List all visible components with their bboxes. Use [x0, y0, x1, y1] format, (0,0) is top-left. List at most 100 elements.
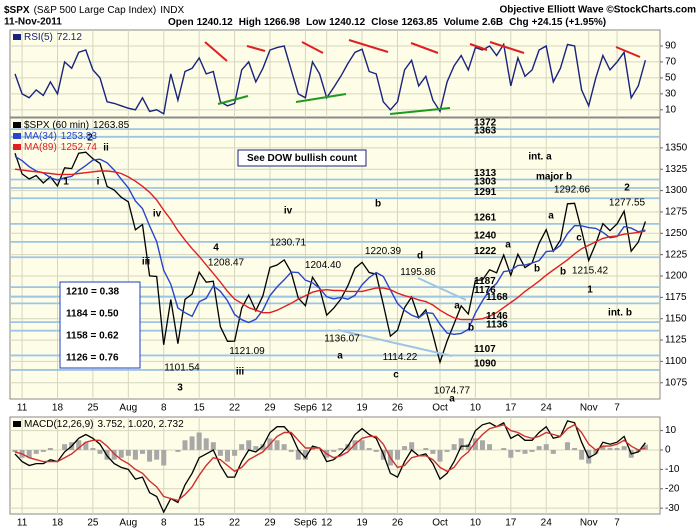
histogram-bar	[40, 449, 46, 452]
quote-value: 2.6B	[482, 17, 503, 28]
wave-label: ii	[103, 143, 109, 154]
pivot-label: 1292.66	[554, 185, 591, 196]
histogram-bar	[437, 449, 443, 462]
histogram-bar	[154, 449, 160, 460]
drawn-line	[337, 329, 453, 357]
histogram-bar	[550, 449, 556, 454]
x-tick-label: Nov	[580, 403, 598, 414]
level-label: 1107	[474, 344, 496, 355]
histogram-bar	[359, 440, 365, 450]
histogram-bar	[593, 449, 599, 454]
wave-label: a	[548, 211, 554, 222]
y-tick-label: -20	[665, 483, 680, 494]
x-tick-label: 11	[17, 518, 28, 529]
histogram-bar	[614, 448, 620, 450]
legend-swatch	[13, 34, 21, 40]
x-tick-label: 8	[161, 518, 167, 529]
y-tick-label: 1125	[665, 335, 687, 346]
y-tick-label: 1225	[665, 249, 688, 260]
fib-ratio: 1158 = 0.62	[66, 331, 119, 342]
histogram-bar	[111, 449, 117, 460]
histogram-bar	[338, 448, 344, 450]
symbol: $SPX	[4, 5, 30, 16]
histogram-bar	[203, 438, 209, 450]
histogram-bar	[543, 444, 549, 450]
wave-label: iv	[153, 209, 162, 220]
pivot-label: 1277.55	[609, 197, 646, 208]
quote-label: Low	[306, 17, 326, 28]
x-tick-label: 7	[614, 403, 620, 414]
level-label: 1146	[486, 311, 508, 322]
legend-entry: MA(34) 1253.83	[24, 131, 97, 142]
x-tick-label: 18	[52, 518, 64, 529]
histogram-bar	[161, 449, 167, 466]
quote-label: Close	[371, 17, 399, 28]
pivot-label: 1114.22	[383, 352, 418, 363]
y-tick-label: 1250	[665, 228, 688, 239]
histogram-bar	[281, 444, 287, 450]
panel	[9, 29, 661, 118]
x-tick-label: 26	[392, 403, 404, 414]
y-tick-label: 1200	[665, 271, 688, 282]
wave-label: int. a	[528, 152, 552, 163]
x-tick-label: 25	[87, 403, 99, 414]
histogram-bar	[246, 440, 252, 450]
quote-value: 1240.12	[197, 17, 234, 28]
level-label: 1176	[474, 285, 496, 296]
drawn-line	[246, 45, 266, 52]
pivot-label: 1208.47	[208, 257, 245, 268]
wave-label: b	[534, 264, 540, 275]
histogram-bar	[402, 446, 408, 450]
x-tick-label: 15	[194, 403, 206, 414]
wave-label: 4	[213, 243, 219, 254]
histogram-bar	[458, 438, 464, 450]
pivot-label: 1204.40	[305, 260, 342, 271]
series-line	[14, 420, 646, 514]
level-label: 1303	[474, 177, 497, 188]
quote-label: Volume	[444, 17, 480, 28]
y-tick-label: 0	[665, 445, 671, 456]
x-tick-label: 22	[229, 403, 241, 414]
x-tick-label: 24	[541, 518, 553, 529]
legend-name: $SPX (60 min)	[24, 120, 89, 131]
x-tick-label: 19	[357, 403, 369, 414]
level-label: 1261	[474, 213, 497, 224]
histogram-bar	[572, 448, 578, 450]
quote-value: +24.15 (+1.95%)	[532, 17, 607, 28]
legend-value: 1263.85	[93, 120, 130, 131]
x-tick-label: 26	[392, 518, 404, 529]
legend-entry: MA(89) 1252.74	[24, 142, 97, 153]
histogram-bar	[515, 449, 521, 452]
y-tick-label: -30	[665, 503, 680, 514]
wave-label: i	[97, 177, 100, 188]
histogram-bar	[182, 440, 188, 450]
histogram-bar	[642, 444, 648, 450]
pivot-label: 1195.86	[400, 267, 436, 278]
wave-label: a	[454, 301, 460, 312]
drawn-line	[204, 41, 228, 62]
legend-name: MACD(12,26,9)	[24, 419, 93, 430]
histogram-bar	[579, 449, 585, 460]
exchange: INDX	[160, 5, 184, 16]
x-tick-label: 15	[194, 518, 206, 529]
legend-swatch	[13, 144, 21, 150]
fib-ratio: 1184 = 0.50	[66, 309, 119, 320]
histogram-bar	[501, 448, 507, 450]
histogram-bar	[26, 449, 32, 458]
drawn-line	[469, 43, 488, 51]
x-tick-label: 18	[52, 403, 64, 414]
histogram-bar	[430, 449, 436, 454]
pivot-label: 1136.07	[324, 333, 360, 344]
histogram-bar	[309, 448, 315, 450]
level-label: 1363	[474, 125, 497, 136]
level-label: 1168	[486, 292, 508, 303]
wave-label: a	[449, 394, 455, 405]
wave-label: c	[393, 370, 399, 381]
wave-label: iii	[142, 257, 151, 268]
histogram-bar	[12, 449, 18, 452]
x-tick-label: Oct	[432, 403, 448, 414]
note: See DOW bullish count	[247, 153, 358, 164]
wave-label: a	[505, 240, 511, 251]
